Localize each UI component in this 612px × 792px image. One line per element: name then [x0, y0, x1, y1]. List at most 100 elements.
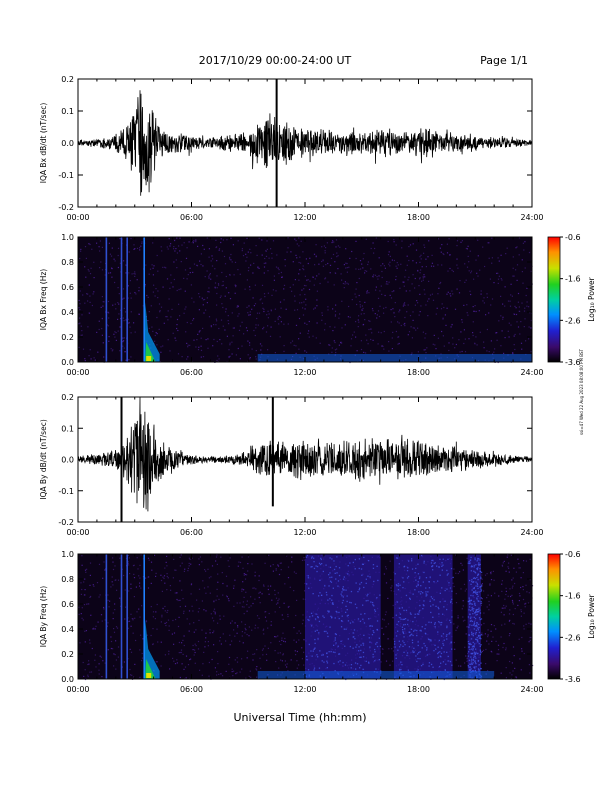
spectrogram-speckle	[306, 351, 308, 353]
spectrogram-speckle	[287, 247, 289, 249]
spectrogram-speckle	[437, 580, 439, 582]
spectrogram-speckle	[209, 273, 211, 275]
spectrogram-speckle	[249, 344, 251, 346]
spectrogram-speckle	[393, 646, 395, 648]
spectrogram-speckle	[316, 629, 318, 631]
spectrogram-speckle	[409, 612, 412, 614]
spectrogram-speckle	[474, 662, 477, 664]
spectrogram-speckle	[477, 579, 479, 581]
spectrogram-speckle	[472, 658, 474, 661]
spectrogram-speckle	[102, 577, 104, 579]
spectrogram-speckle	[508, 567, 510, 569]
spectrogram-speckle	[413, 647, 415, 649]
spectrogram-speckle	[346, 271, 348, 273]
spectrogram-speckle	[429, 294, 432, 296]
spectrogram-speckle	[517, 558, 519, 560]
spectrogram-speckle	[180, 288, 182, 290]
spectrogram-speckle	[513, 344, 515, 346]
spectrogram-speckle	[250, 676, 252, 678]
spectrogram-speckle	[466, 248, 468, 250]
spectrogram-speckle	[362, 644, 365, 646]
spectrogram-speckle	[418, 314, 420, 316]
spectrogram-speckle	[315, 613, 317, 615]
spectrogram-speckle	[373, 580, 375, 583]
spectrogram-speckle	[332, 240, 334, 242]
spectrogram-speckle	[381, 276, 383, 279]
spectrogram-speckle	[160, 346, 162, 348]
spectrogram-speckle	[401, 247, 403, 249]
spectrogram-speckle	[90, 671, 93, 673]
spectrogram-speckle	[247, 556, 250, 558]
y-tick-label: 0.6	[61, 600, 74, 609]
spectrogram-speckle	[242, 601, 244, 603]
spectrogram-speckle	[530, 327, 532, 329]
low-freq-band	[257, 671, 495, 679]
spectrogram-speckle	[383, 633, 385, 635]
spectrogram-speckle	[474, 667, 476, 669]
spectrogram-speckle	[283, 284, 286, 286]
spectrogram-speckle	[328, 610, 330, 612]
spectrogram-speckle	[381, 293, 383, 295]
spectrogram-speckle	[385, 566, 387, 568]
spectrogram-speckle	[97, 621, 99, 623]
spectrogram-speckle	[438, 613, 440, 615]
spectrogram-speckle	[450, 326, 452, 328]
spectrogram-speckle	[473, 581, 475, 583]
spectrogram-speckle	[166, 316, 168, 318]
spectrogram-speckle	[412, 327, 414, 329]
spectrogram-speckle	[476, 598, 478, 600]
spectrogram-speckle	[387, 638, 389, 640]
spectrogram-speckle	[512, 256, 514, 258]
spectrogram-speckle	[242, 567, 244, 569]
spectrogram-speckle	[461, 608, 463, 610]
spectrogram-speckle	[441, 264, 443, 266]
spectrogram-speckle	[119, 262, 121, 264]
spectrogram-speckle	[498, 260, 500, 262]
spectrogram-speckle	[284, 265, 286, 267]
spectrogram-speckle	[101, 296, 103, 298]
spectrogram-speckle	[424, 628, 426, 630]
spectrogram-speckle	[164, 582, 166, 584]
spectrogram-speckle	[155, 661, 157, 663]
spectrogram-speckle	[81, 564, 83, 566]
spectrogram-speckle	[292, 261, 294, 263]
spectrogram-speckle	[378, 637, 380, 639]
spectrogram-speckle	[331, 603, 334, 605]
spectrogram-speckle	[241, 606, 243, 608]
spectrogram-speckle	[98, 328, 100, 331]
spectrogram-speckle	[198, 309, 200, 311]
spectrogram-speckle	[298, 279, 300, 281]
spectrogram-speckle	[452, 337, 454, 339]
spectrogram-speckle	[460, 588, 462, 590]
spectrogram-speckle	[412, 651, 414, 654]
spectrogram-speckle	[183, 644, 185, 647]
spectrogram-speckle	[330, 581, 333, 583]
spectrogram-speckle	[272, 564, 274, 566]
spectrogram-speckle	[271, 599, 273, 601]
spectrogram-speckle	[171, 308, 173, 310]
spectrogram-speckle	[402, 632, 404, 634]
spectrogram-speckle	[161, 590, 163, 592]
spectrogram-speckle	[167, 619, 170, 621]
spectrogram-speckle	[316, 565, 319, 568]
spectrogram-speckle	[358, 315, 360, 317]
spectrogram-speckle	[440, 251, 442, 253]
spectrogram-speckle	[449, 254, 451, 256]
spectrogram-speckle	[475, 581, 477, 583]
spectrogram-speckle	[390, 321, 392, 323]
spectrogram-speckle	[466, 626, 468, 628]
spectrogram-speckle	[434, 644, 436, 646]
spectrogram-speckle	[304, 308, 306, 310]
spectrogram-speckle	[417, 563, 419, 565]
spectrogram-speckle	[322, 654, 324, 656]
spectrogram-speckle	[193, 240, 195, 242]
spectrogram-speckle	[423, 562, 425, 564]
spectrogram-speckle	[204, 569, 206, 571]
spectrogram-speckle	[426, 347, 428, 349]
spectrogram-speckle	[498, 320, 500, 322]
spectrogram-speckle	[313, 561, 315, 563]
spectrogram-speckle	[475, 585, 477, 587]
spectrogram-speckle	[123, 260, 125, 262]
spectrogram-speckle	[309, 280, 311, 282]
